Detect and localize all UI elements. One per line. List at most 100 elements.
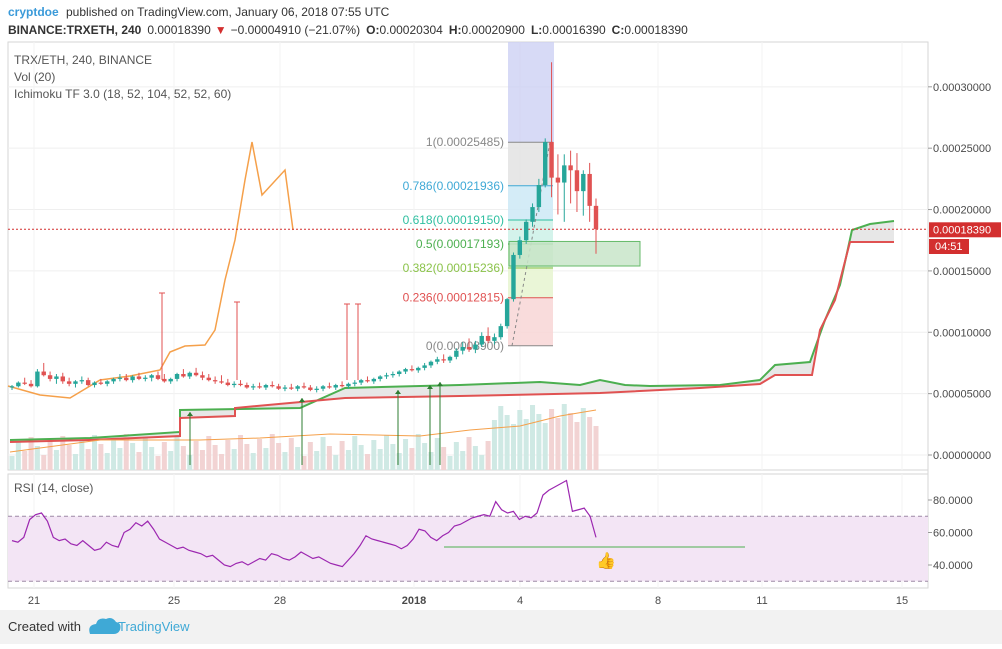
volume-bar (288, 438, 294, 470)
tradingview-logo-icon[interactable] (89, 618, 121, 634)
rsi-band (8, 516, 928, 582)
candle-body (511, 254, 516, 300)
volume-bar (542, 423, 548, 470)
legend-symbol[interactable]: TRX/ETH, 240, BINANCE (14, 53, 152, 67)
volume-bar (161, 442, 167, 470)
volume-bar (85, 449, 91, 470)
time-axis-label: 4 (517, 595, 523, 607)
volume-bar (549, 409, 555, 470)
volume-bar (15, 442, 21, 470)
candle-body (409, 369, 415, 371)
volume-bar (174, 437, 180, 470)
candle-body (492, 337, 497, 341)
signal-arrow-icon (187, 412, 193, 416)
candle-body (397, 371, 402, 374)
volume-bar (225, 440, 231, 470)
candle-body (568, 165, 573, 171)
candle-body (225, 382, 231, 386)
price-pane[interactable] (7, 41, 929, 471)
candle-body (479, 335, 484, 345)
high-label: H: (449, 23, 462, 37)
legend-ichimoku[interactable]: Ichimoku TF 3.0 (18, 52, 104, 52, 52, 60… (14, 87, 231, 101)
volume-bar (460, 451, 466, 470)
volume-bar (453, 442, 459, 470)
candle-body (124, 377, 129, 381)
volume-bar (142, 438, 148, 470)
candle-body (149, 375, 154, 378)
fib-retracement[interactable]: 1(0.00025485) 0.786(0.00021936) 0.618(0.00… (8, 42, 928, 353)
time-axis-label: 8 (655, 595, 661, 607)
candle-body (581, 173, 586, 192)
price-axis[interactable]: 0.00030000 0.00025000 0.00020000 0.00015000… (928, 82, 991, 462)
time-axis[interactable]: 21 25 28 2018 4 8 11 15 (28, 595, 908, 607)
candle-body (193, 372, 199, 376)
candle-body (35, 371, 40, 387)
candle-body (320, 386, 326, 389)
volume-bar (593, 426, 599, 470)
candle-body (485, 335, 491, 341)
candle-body (200, 375, 205, 378)
volume-bar (212, 445, 218, 470)
candle-body (143, 377, 148, 379)
published-info: published on TradingView.com, January 06… (66, 5, 390, 19)
candle-body (327, 386, 332, 388)
candle-body (384, 375, 389, 377)
volume-bar (390, 444, 396, 470)
candle-body (155, 375, 161, 379)
volume-bar (22, 451, 28, 470)
volume-bar (574, 422, 580, 470)
price-change: −0.00004910 (−21.07%) (231, 23, 360, 37)
fib-level-label: 1(0.00025485) (426, 135, 504, 149)
candle-body (416, 367, 421, 371)
volume-bar (472, 446, 478, 470)
candle-body (352, 382, 357, 384)
last-price-tag-value: 0.00018390 (933, 224, 991, 236)
volume-bar (34, 446, 40, 470)
candle-body (466, 347, 472, 350)
time-axis-label: 25 (168, 595, 180, 607)
volume-bar (295, 447, 301, 470)
volume-bar (403, 439, 409, 470)
candle-body (473, 344, 478, 350)
candle-body (549, 142, 554, 178)
author-name[interactable]: cryptdoe (8, 5, 59, 19)
candle-body (517, 240, 523, 255)
fib-level-label: 0(0.00008900) (426, 339, 504, 353)
candle-body (377, 376, 383, 379)
volume-bar (580, 408, 586, 470)
date-range-zone (508, 42, 554, 143)
price-axis-label: 0.00030000 (933, 82, 991, 94)
candle-body (238, 383, 243, 386)
candle-body (333, 385, 338, 388)
candle-body (428, 361, 434, 366)
candle-body (79, 380, 85, 382)
volume-bar (409, 448, 415, 470)
volume-bar (428, 452, 434, 470)
tradingview-brand[interactable]: TradingView (118, 619, 190, 634)
volume-bar (536, 414, 542, 470)
candle-body (346, 383, 351, 387)
price-axis-label: 0.00025000 (933, 143, 991, 155)
candle-body (276, 386, 281, 389)
low-label: L: (531, 23, 542, 37)
candle-body (447, 356, 453, 361)
fib-level-label: 0.786(0.00021936) (403, 179, 504, 193)
volume-bar (485, 441, 491, 470)
volume-bar (47, 441, 53, 470)
legend-volume[interactable]: Vol (20) (14, 70, 55, 84)
candle-body (314, 388, 319, 390)
candle-body (301, 386, 307, 388)
volume-bar (257, 439, 263, 470)
volume-bar (320, 437, 326, 470)
candle-body (41, 371, 46, 376)
candle-body (16, 382, 21, 387)
candle-body (441, 359, 446, 361)
volume-bar (466, 437, 472, 470)
candle-body (98, 382, 104, 384)
candle-body (244, 385, 250, 388)
signal-arrow-icon (437, 382, 443, 386)
bar-countdown: 04:51 (935, 241, 963, 253)
support-zone (508, 240, 641, 267)
candle-body (117, 377, 123, 379)
legend-rsi[interactable]: RSI (14, close) (14, 481, 93, 495)
